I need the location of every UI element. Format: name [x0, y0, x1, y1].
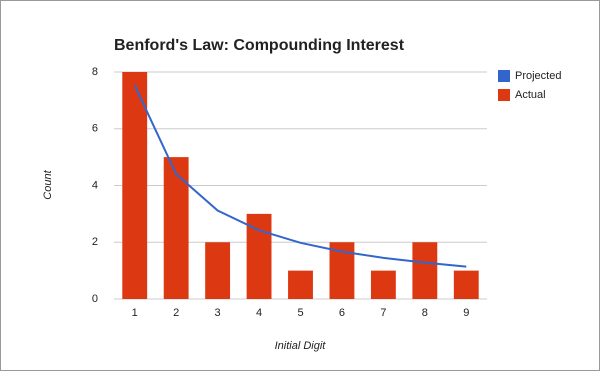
x-tick-label: 1: [132, 307, 138, 319]
y-axis-label: Count: [42, 169, 54, 199]
legend-swatch: [498, 70, 510, 82]
bar: [412, 242, 438, 299]
x-tick-label: 6: [339, 307, 345, 319]
y-tick-label: 4: [92, 179, 98, 191]
bar: [205, 242, 231, 299]
x-tick-label: 8: [422, 307, 428, 319]
y-tick-label: 0: [92, 293, 98, 305]
x-axis-label: Initial Digit: [275, 340, 327, 352]
bar: [163, 157, 189, 299]
x-tick-label: 5: [297, 307, 303, 319]
y-tick-label: 6: [92, 123, 98, 135]
chart-title: Benford's Law: Compounding Interest: [114, 37, 405, 54]
legend-label: Projected: [515, 70, 561, 82]
bar: [370, 270, 396, 299]
x-tick-label: 4: [256, 307, 262, 319]
bar: [122, 72, 148, 299]
legend-label: Actual: [515, 89, 546, 101]
x-tick-label: 7: [380, 307, 386, 319]
x-tick-label: 3: [215, 307, 221, 319]
x-tick-label: 2: [173, 307, 179, 319]
x-tick-label: 9: [463, 307, 469, 319]
legend-swatch: [498, 89, 510, 101]
y-tick-label: 8: [92, 66, 98, 78]
bar: [453, 270, 479, 299]
line: [133, 84, 467, 268]
bar: [246, 213, 272, 299]
bar: [288, 270, 313, 299]
y-tick-label: 2: [92, 236, 98, 248]
